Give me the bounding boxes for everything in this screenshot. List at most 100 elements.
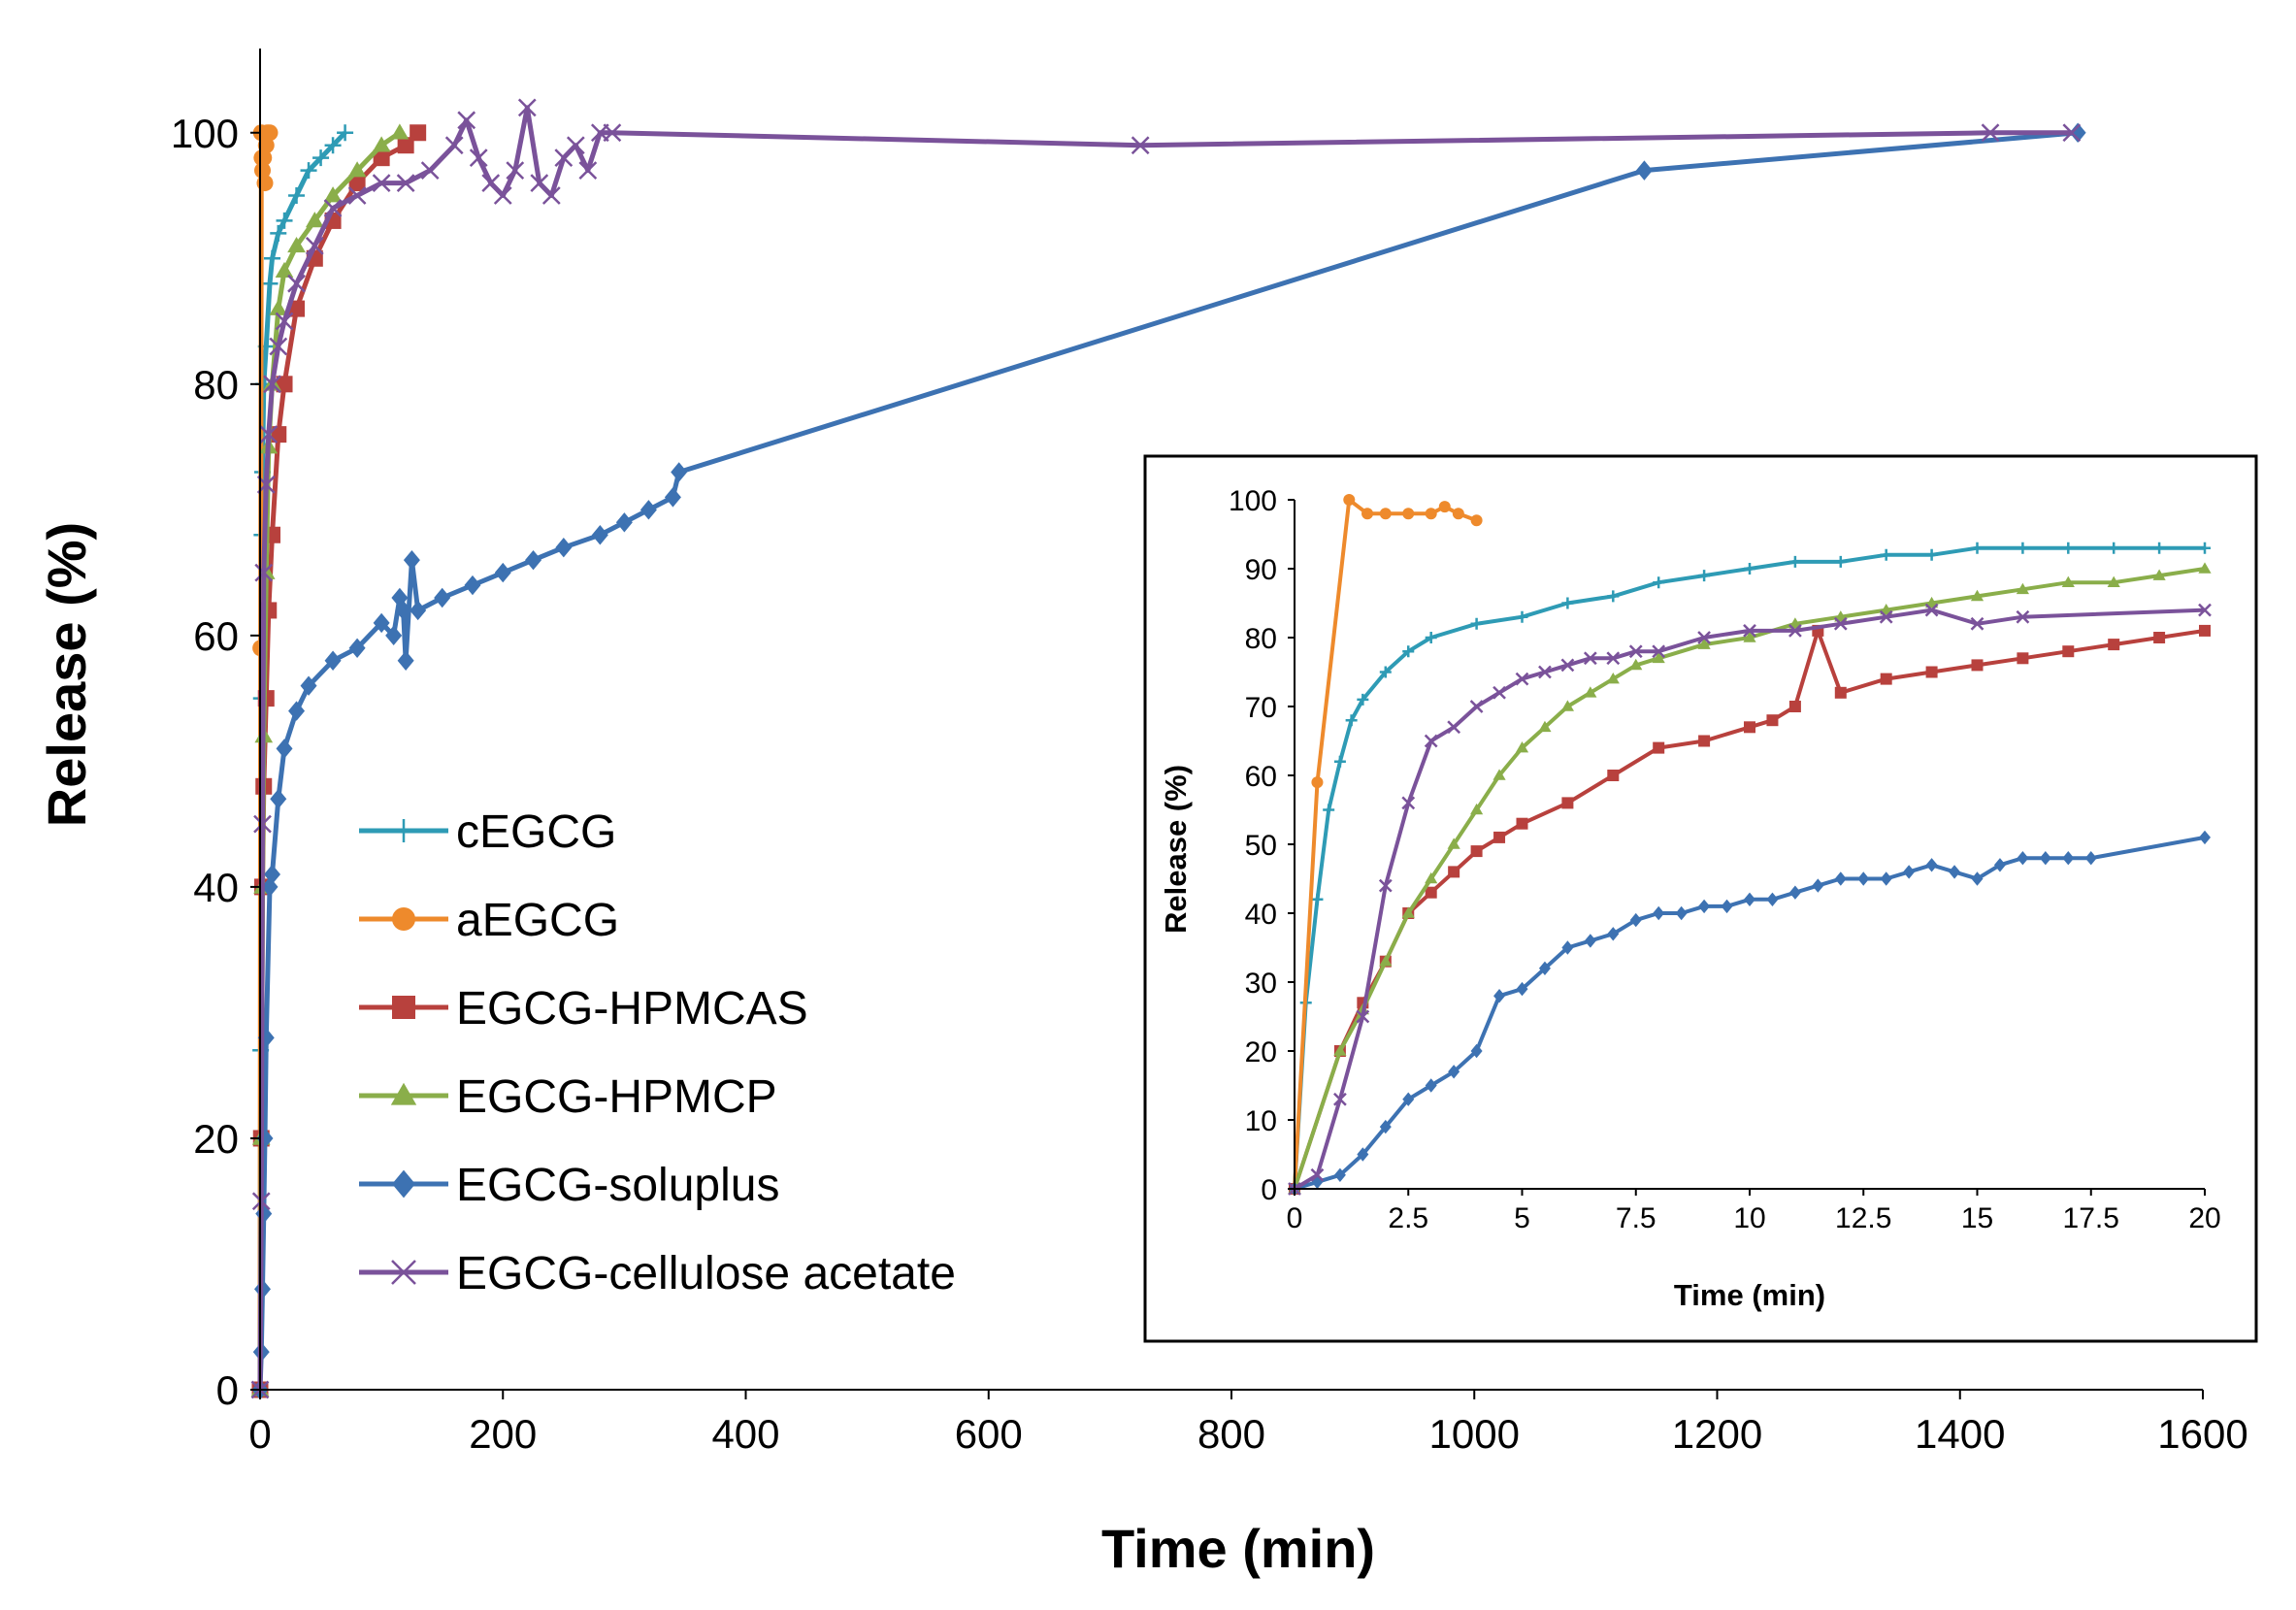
inset-point-egcg-hpmcp bbox=[1788, 617, 1802, 629]
main-x-tick-label: 0 bbox=[248, 1411, 271, 1457]
inset-line-egcg-cellulose-acetate bbox=[1293, 608, 2206, 1191]
main-x-tick-label: 800 bbox=[1197, 1411, 1265, 1457]
legend-marker bbox=[392, 907, 415, 931]
inset-point-cegcg bbox=[2062, 542, 2075, 554]
inset-point-cegcg bbox=[2199, 542, 2211, 554]
inset-point-egcg-cellulose-acetate bbox=[1743, 624, 1756, 638]
inset-point-egcg-hpmcas bbox=[2108, 639, 2120, 651]
main-x-tick-label: 1200 bbox=[1672, 1411, 1762, 1457]
main-point-aegcg bbox=[254, 162, 272, 180]
inset-point-egcg-hpmcas bbox=[2153, 632, 2166, 643]
main-point-egcg-soluplus bbox=[397, 650, 414, 671]
inset-point-cegcg bbox=[1323, 804, 1335, 816]
main-y-tick-label: 80 bbox=[193, 362, 239, 408]
main-point-cegcg bbox=[300, 162, 317, 180]
inset-point-cegcg bbox=[2017, 542, 2029, 554]
inset-point-egcg-hpmcp bbox=[2061, 575, 2075, 587]
inset-point-egcg-soluplus bbox=[1880, 871, 1892, 886]
inset-point-egcg-hpmcp bbox=[1447, 838, 1460, 849]
inset-point-cegcg bbox=[2153, 542, 2166, 554]
inset-point-egcg-cellulose-acetate bbox=[1606, 651, 1621, 666]
legend-item-egcg-cellulose-acetate: EGCG-cellulose acetate bbox=[359, 1248, 956, 1299]
inset-point-egcg-hpmcp bbox=[2107, 575, 2120, 587]
inset-point-cegcg bbox=[1971, 542, 1984, 554]
main-series-layer bbox=[250, 98, 2086, 1400]
main-point-egcg-soluplus bbox=[2069, 122, 2086, 143]
legend-item-egcg-hpmcas: EGCG-HPMCAS bbox=[359, 983, 808, 1035]
main-point-egcg-cellulose-acetate bbox=[420, 161, 440, 181]
main-series-egcg-cellulose-acetate bbox=[250, 98, 2082, 1399]
inset-point-egcg-cellulose-acetate bbox=[1401, 796, 1416, 810]
inset-point-egcg-hpmcas bbox=[1607, 770, 1620, 781]
main-point-egcg-soluplus bbox=[261, 876, 279, 898]
main-point-egcg-hpmcas bbox=[373, 149, 390, 167]
main-series-egcg-soluplus bbox=[251, 122, 2086, 1400]
main-point-egcg-cellulose-acetate bbox=[1981, 123, 2000, 143]
inset-point-egcg-cellulose-acetate bbox=[1492, 685, 1506, 700]
inset-point-egcg-hpmcas bbox=[1834, 686, 1847, 699]
inset-point-egcg-soluplus bbox=[1516, 981, 1528, 997]
main-point-egcg-soluplus bbox=[270, 789, 287, 809]
main-point-egcg-hpmcas bbox=[397, 137, 414, 154]
inset-point-egcg-hpmcp bbox=[1834, 610, 1848, 622]
inset-point-egcg-hpmcp bbox=[2016, 582, 2029, 595]
legend-marker bbox=[390, 1082, 417, 1105]
inset-point-egcg-soluplus bbox=[1812, 878, 1824, 893]
inset-point-egcg-hpmcp bbox=[1629, 658, 1643, 671]
main-point-egcg-cellulose-acetate bbox=[251, 1192, 271, 1211]
main-point-egcg-cellulose-acetate bbox=[254, 563, 274, 582]
inset-y-tick-label: 50 bbox=[1245, 830, 1277, 862]
inset-point-cegcg bbox=[1379, 666, 1392, 678]
inset-point-cegcg bbox=[1698, 570, 1711, 582]
inset-series-layer bbox=[1288, 494, 2212, 1197]
main-point-egcg-soluplus bbox=[615, 512, 633, 533]
inset-x-tick-label: 12.5 bbox=[1835, 1202, 1891, 1234]
main-x-tick-label: 400 bbox=[711, 1411, 779, 1457]
inset-point-egcg-soluplus bbox=[1538, 961, 1551, 975]
legend-marker bbox=[391, 1260, 416, 1285]
inset-point-egcg-hpmcp bbox=[1492, 769, 1506, 780]
legend-label: EGCG-soluplus bbox=[456, 1160, 779, 1211]
inset-point-egcg-cellulose-acetate bbox=[1924, 603, 1939, 617]
main-point-egcg-cellulose-acetate bbox=[469, 148, 488, 168]
main-point-egcg-cellulose-acetate bbox=[2062, 123, 2082, 143]
inset-point-egcg-cellulose-acetate bbox=[1697, 631, 1711, 644]
main-point-egcg-soluplus bbox=[555, 537, 573, 558]
inset-point-egcg-hpmcas bbox=[1698, 735, 1711, 747]
inset-point-egcg-cellulose-acetate bbox=[1788, 624, 1802, 638]
inset-point-egcg-cellulose-acetate bbox=[1515, 672, 1529, 686]
inset-point-egcg-hpmcp bbox=[1379, 955, 1393, 967]
main-point-egcg-hpmcp bbox=[287, 236, 306, 253]
inset-point-aegcg bbox=[1402, 508, 1415, 520]
inset-point-egcg-soluplus bbox=[1766, 892, 1779, 906]
main-point-cegcg bbox=[312, 149, 330, 167]
inset-point-egcg-cellulose-acetate bbox=[1378, 878, 1393, 893]
legend-label: aEGCG bbox=[456, 895, 619, 946]
main-point-egcg-cellulose-acetate bbox=[259, 425, 279, 444]
inset-x-tick-label: 17.5 bbox=[2063, 1202, 2119, 1234]
inset-point-egcg-soluplus bbox=[1311, 1174, 1324, 1190]
main-point-egcg-cellulose-acetate bbox=[263, 375, 281, 394]
main-point-egcg-cellulose-acetate bbox=[566, 136, 585, 155]
inset-point-egcg-soluplus bbox=[1402, 1092, 1415, 1106]
inset-point-egcg-hpmcas bbox=[1493, 831, 1506, 843]
main-point-egcg-cellulose-acetate bbox=[347, 186, 367, 205]
inset-point-egcg-cellulose-acetate bbox=[1538, 665, 1552, 679]
inset-point-egcg-soluplus bbox=[1949, 865, 1961, 879]
inset-point-aegcg bbox=[1438, 501, 1451, 513]
inset-series-egcg-cellulose-acetate bbox=[1288, 603, 2212, 1196]
inset-point-egcg-hpmcp bbox=[1401, 906, 1415, 918]
inset-point-egcg-cellulose-acetate bbox=[1447, 720, 1461, 735]
main-point-egcg-cellulose-acetate bbox=[275, 312, 294, 331]
main-point-cegcg bbox=[270, 224, 287, 242]
inset-y-tick-label: 0 bbox=[1261, 1174, 1277, 1206]
inset-y-axis-title: Release (%) bbox=[1159, 765, 1193, 934]
inset-point-egcg-soluplus bbox=[1925, 858, 1938, 872]
main-y-tick-label: 40 bbox=[193, 865, 239, 910]
main-point-aegcg bbox=[257, 137, 275, 154]
inset-x-tick-label: 2.5 bbox=[1388, 1202, 1428, 1234]
inset-point-egcg-hpmcp bbox=[1560, 700, 1574, 711]
main-point-egcg-soluplus bbox=[300, 675, 317, 696]
inset-point-aegcg bbox=[1343, 494, 1356, 506]
legend-marker bbox=[392, 996, 415, 1019]
